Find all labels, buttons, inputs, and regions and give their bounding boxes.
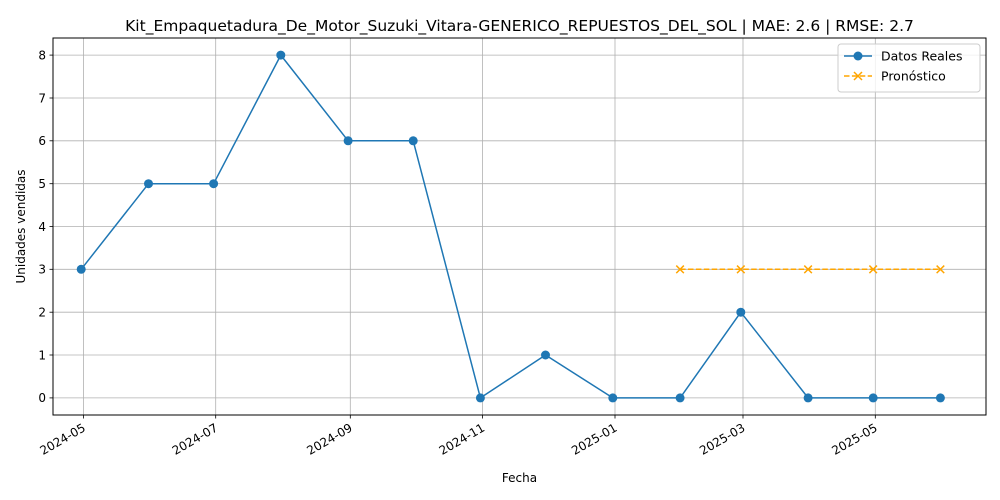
data-point-pronostico [868,265,878,274]
data-point-datos-reales [144,179,153,189]
y-tick-label: 5 [38,177,46,191]
series-line-datos-reales [80,54,941,399]
data-point-datos-reales [736,307,746,317]
data-point-datos-reales [803,393,813,403]
data-point-datos-reales [343,136,353,146]
series-datos-reales [76,50,945,403]
data-point-pronostico [936,265,945,274]
y-tick-label: 6 [38,134,46,148]
data-point-datos-reales [608,393,618,403]
legend: Datos Reales Pronóstico [837,43,981,93]
y-tick-label: 3 [38,263,46,277]
series-pronostico [675,265,945,274]
grid [53,38,986,415]
chart-title: Kit_Empaquetadura_De_Motor_Suzuki_Vitara… [125,17,914,36]
plot-frame [52,37,987,416]
data-point-datos-reales [209,179,219,189]
legend-swatch-marker-pronostico [853,71,863,81]
legend-box [837,43,981,93]
data-point-datos-reales [935,393,945,403]
legend-label-pronostico: Pronóstico [881,69,946,84]
y-tick-label: 2 [38,306,46,320]
y-tick-label: 7 [38,91,46,105]
y-tick-label: 1 [38,348,46,362]
y-axis-title: Unidades vendidas [14,169,28,283]
series-group [76,50,945,403]
y-tick-label: 8 [38,48,46,62]
x-axis-title: Fecha [502,471,537,485]
legend-swatch-marker-datos-reales [853,51,863,61]
y-tick-label: 4 [38,220,46,234]
data-point-datos-reales [475,393,485,403]
data-point-datos-reales [868,393,878,403]
data-point-pronostico [736,265,746,274]
data-point-datos-reales [276,50,286,60]
data-point-datos-reales [675,393,685,403]
data-point-pronostico [803,265,813,274]
data-point-datos-reales [408,136,418,146]
legend-label-datos-reales: Datos Reales [881,49,962,64]
data-point-datos-reales [76,264,86,274]
data-point-datos-reales [541,350,550,360]
y-tick-label: 0 [38,391,46,405]
data-point-pronostico [675,265,685,274]
